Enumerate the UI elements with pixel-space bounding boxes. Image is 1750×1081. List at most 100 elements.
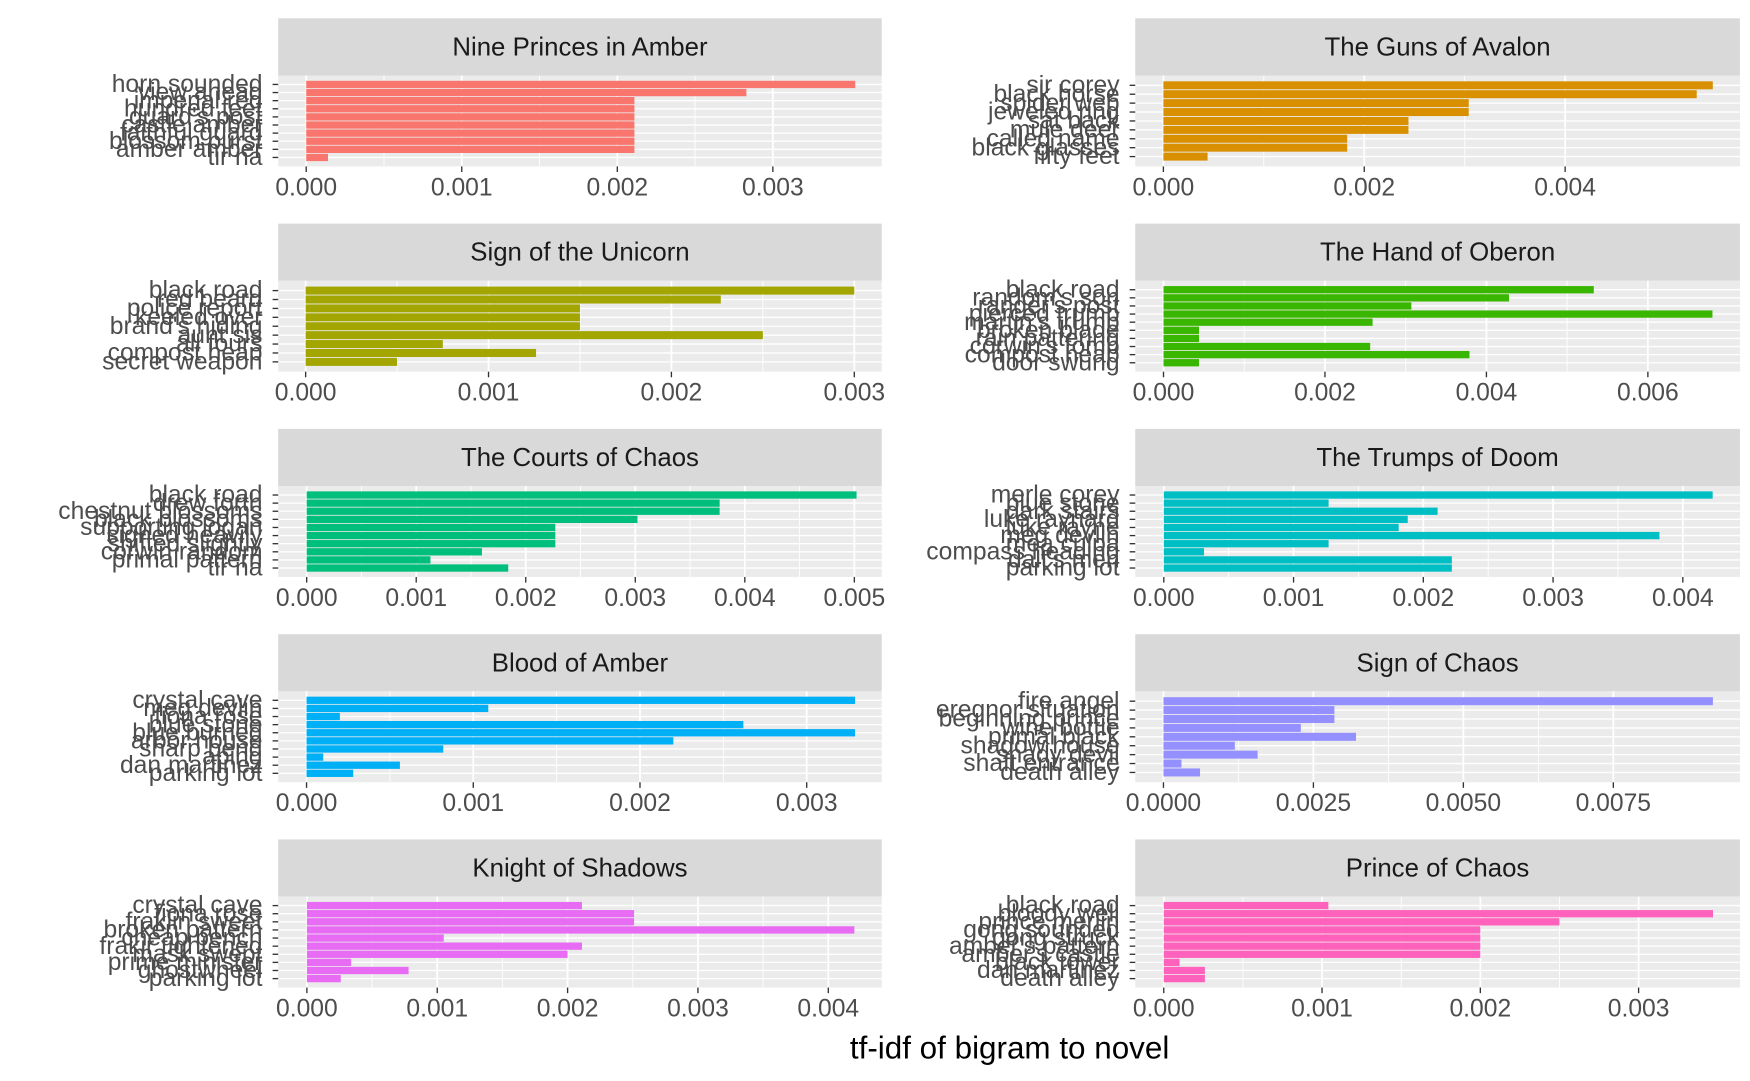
y-category-label: police report [127,295,263,322]
bar [306,737,674,745]
x-tick-label: 0.000 [1133,174,1195,201]
y-category-label: wine bottle [1001,715,1120,742]
y-category-label: castle amber [121,112,262,139]
bar [305,304,580,313]
y-category-label: keeled over [135,304,262,331]
y-category-label: sat back [1028,108,1120,135]
x-tick-label: 0.003 [776,790,838,817]
panel-title: The Courts of Chaos [461,444,699,472]
y-category-label: dan martinez [120,752,263,779]
y-category-label: brand's hiding [110,313,263,340]
y-category-label: sighed heavily [106,522,263,549]
bar [306,556,431,564]
y-category-label: black road [149,277,263,304]
x-tick-label: 0.0000 [1126,790,1201,817]
x-tick-label: 0.0075 [1576,790,1651,817]
y-category-label: corwin random [101,538,263,565]
y-category-label: primal pattern [112,547,263,574]
panel-title: The Hand of Oberon [1320,239,1555,267]
x-tick-label: 0.001 [385,585,447,612]
bar [1163,926,1481,934]
bar [305,357,398,366]
y-category-label: luke raynard [984,506,1120,533]
x-tick-label: 0.004 [1652,585,1714,612]
y-category-label: compost heap [108,340,263,367]
y-category-label: jeweled ring [987,99,1120,126]
y-category-label: aping [202,744,262,771]
y-category-label: fiona rose [154,703,262,730]
strip [278,634,882,692]
y-category-label: supporting logan [80,514,262,541]
bar [306,729,856,737]
x-tick-label: 0.002 [586,174,648,201]
bar [1163,507,1438,515]
y-category-label: sharp bend [139,736,262,763]
y-category-label: dark stairs [1006,498,1120,525]
strip [278,18,882,76]
bar [1163,759,1182,768]
bar [306,918,635,926]
y-category-label: parking lot [149,965,263,992]
y-category-label: crystal cave [132,892,262,919]
bar [1163,143,1348,152]
x-tick-label: 0.006 [1617,380,1679,407]
bar [306,507,720,515]
strip [278,223,882,281]
bar [306,720,744,729]
y-category-label: aunt sis [178,322,263,349]
bar [1163,910,1713,918]
y-category-label: prime minister [108,949,263,976]
bar [1163,310,1713,318]
bar [306,540,556,548]
x-tick-label: 0.000 [1133,380,1195,407]
y-category-label: all fours [176,331,262,358]
y-category-label: crystal cave [132,687,262,714]
y-category-label: guard's post [129,104,263,131]
bar [306,80,856,89]
bar [1163,966,1205,975]
y-category-label: compost heap [965,341,1120,368]
strip [278,428,882,487]
panel-title: Sign of Chaos [1357,649,1519,677]
bar [306,934,444,942]
bar [1163,515,1408,524]
x-tick-label: 0.0050 [1426,790,1501,817]
bar [1163,302,1412,310]
y-category-label: luke rayne [1006,514,1120,541]
x-tick-label: 0.001 [431,174,493,201]
panel: Knight of Shadows 0.000 0.001 0.002 0.003 0.0… [99,839,882,1022]
panel: The Courts of Chaos 0.000 0.001 0.002 0.003 0… [58,428,885,612]
y-category-label: broken blade [977,317,1120,344]
bar [306,966,409,975]
bar [1163,359,1200,367]
y-category-label: gong sounded [963,917,1119,944]
bar [1163,286,1594,294]
panel: Nine Princes in Amber 0.000 0.001 0.002 0.00… [109,18,882,201]
panel: Blood of Amber 0.000 0.001 0.002 0.003 crysta… [120,634,882,817]
x-tick-label: 0.0025 [1276,790,1351,817]
y-category-label: imperial red [134,87,263,114]
y-category-label: ghostwheel [138,957,263,984]
y-category-label: parking lot [1006,555,1120,582]
bar [306,523,556,532]
bar [1163,714,1335,724]
bar [305,295,721,304]
panel: Sign of the Unicorn 0.000 0.001 0.002 0.003 b… [102,223,885,407]
y-category-label: amber amber [116,136,263,163]
y-category-label: shadow house [961,732,1120,759]
panel: Sign of Chaos 0.0000 0.0025 0.0050 0.0075 fir… [936,634,1740,817]
y-category-label: compass heading [926,538,1119,565]
x-tick-label: 0.000 [1133,585,1195,612]
x-tick-label: 0.002 [1449,995,1511,1022]
bar [1163,116,1409,125]
bar [306,761,400,769]
y-category-label: secret weapon [102,349,262,376]
bar [1163,294,1510,302]
y-category-label: black road [149,482,263,509]
bar [1163,974,1205,983]
y-category-label: cheap bench [121,925,262,952]
panel: The Trumps of Doom 0.000 0.001 0.002 0.003 0.… [926,428,1740,612]
y-category-label: black blossoms [94,506,263,533]
